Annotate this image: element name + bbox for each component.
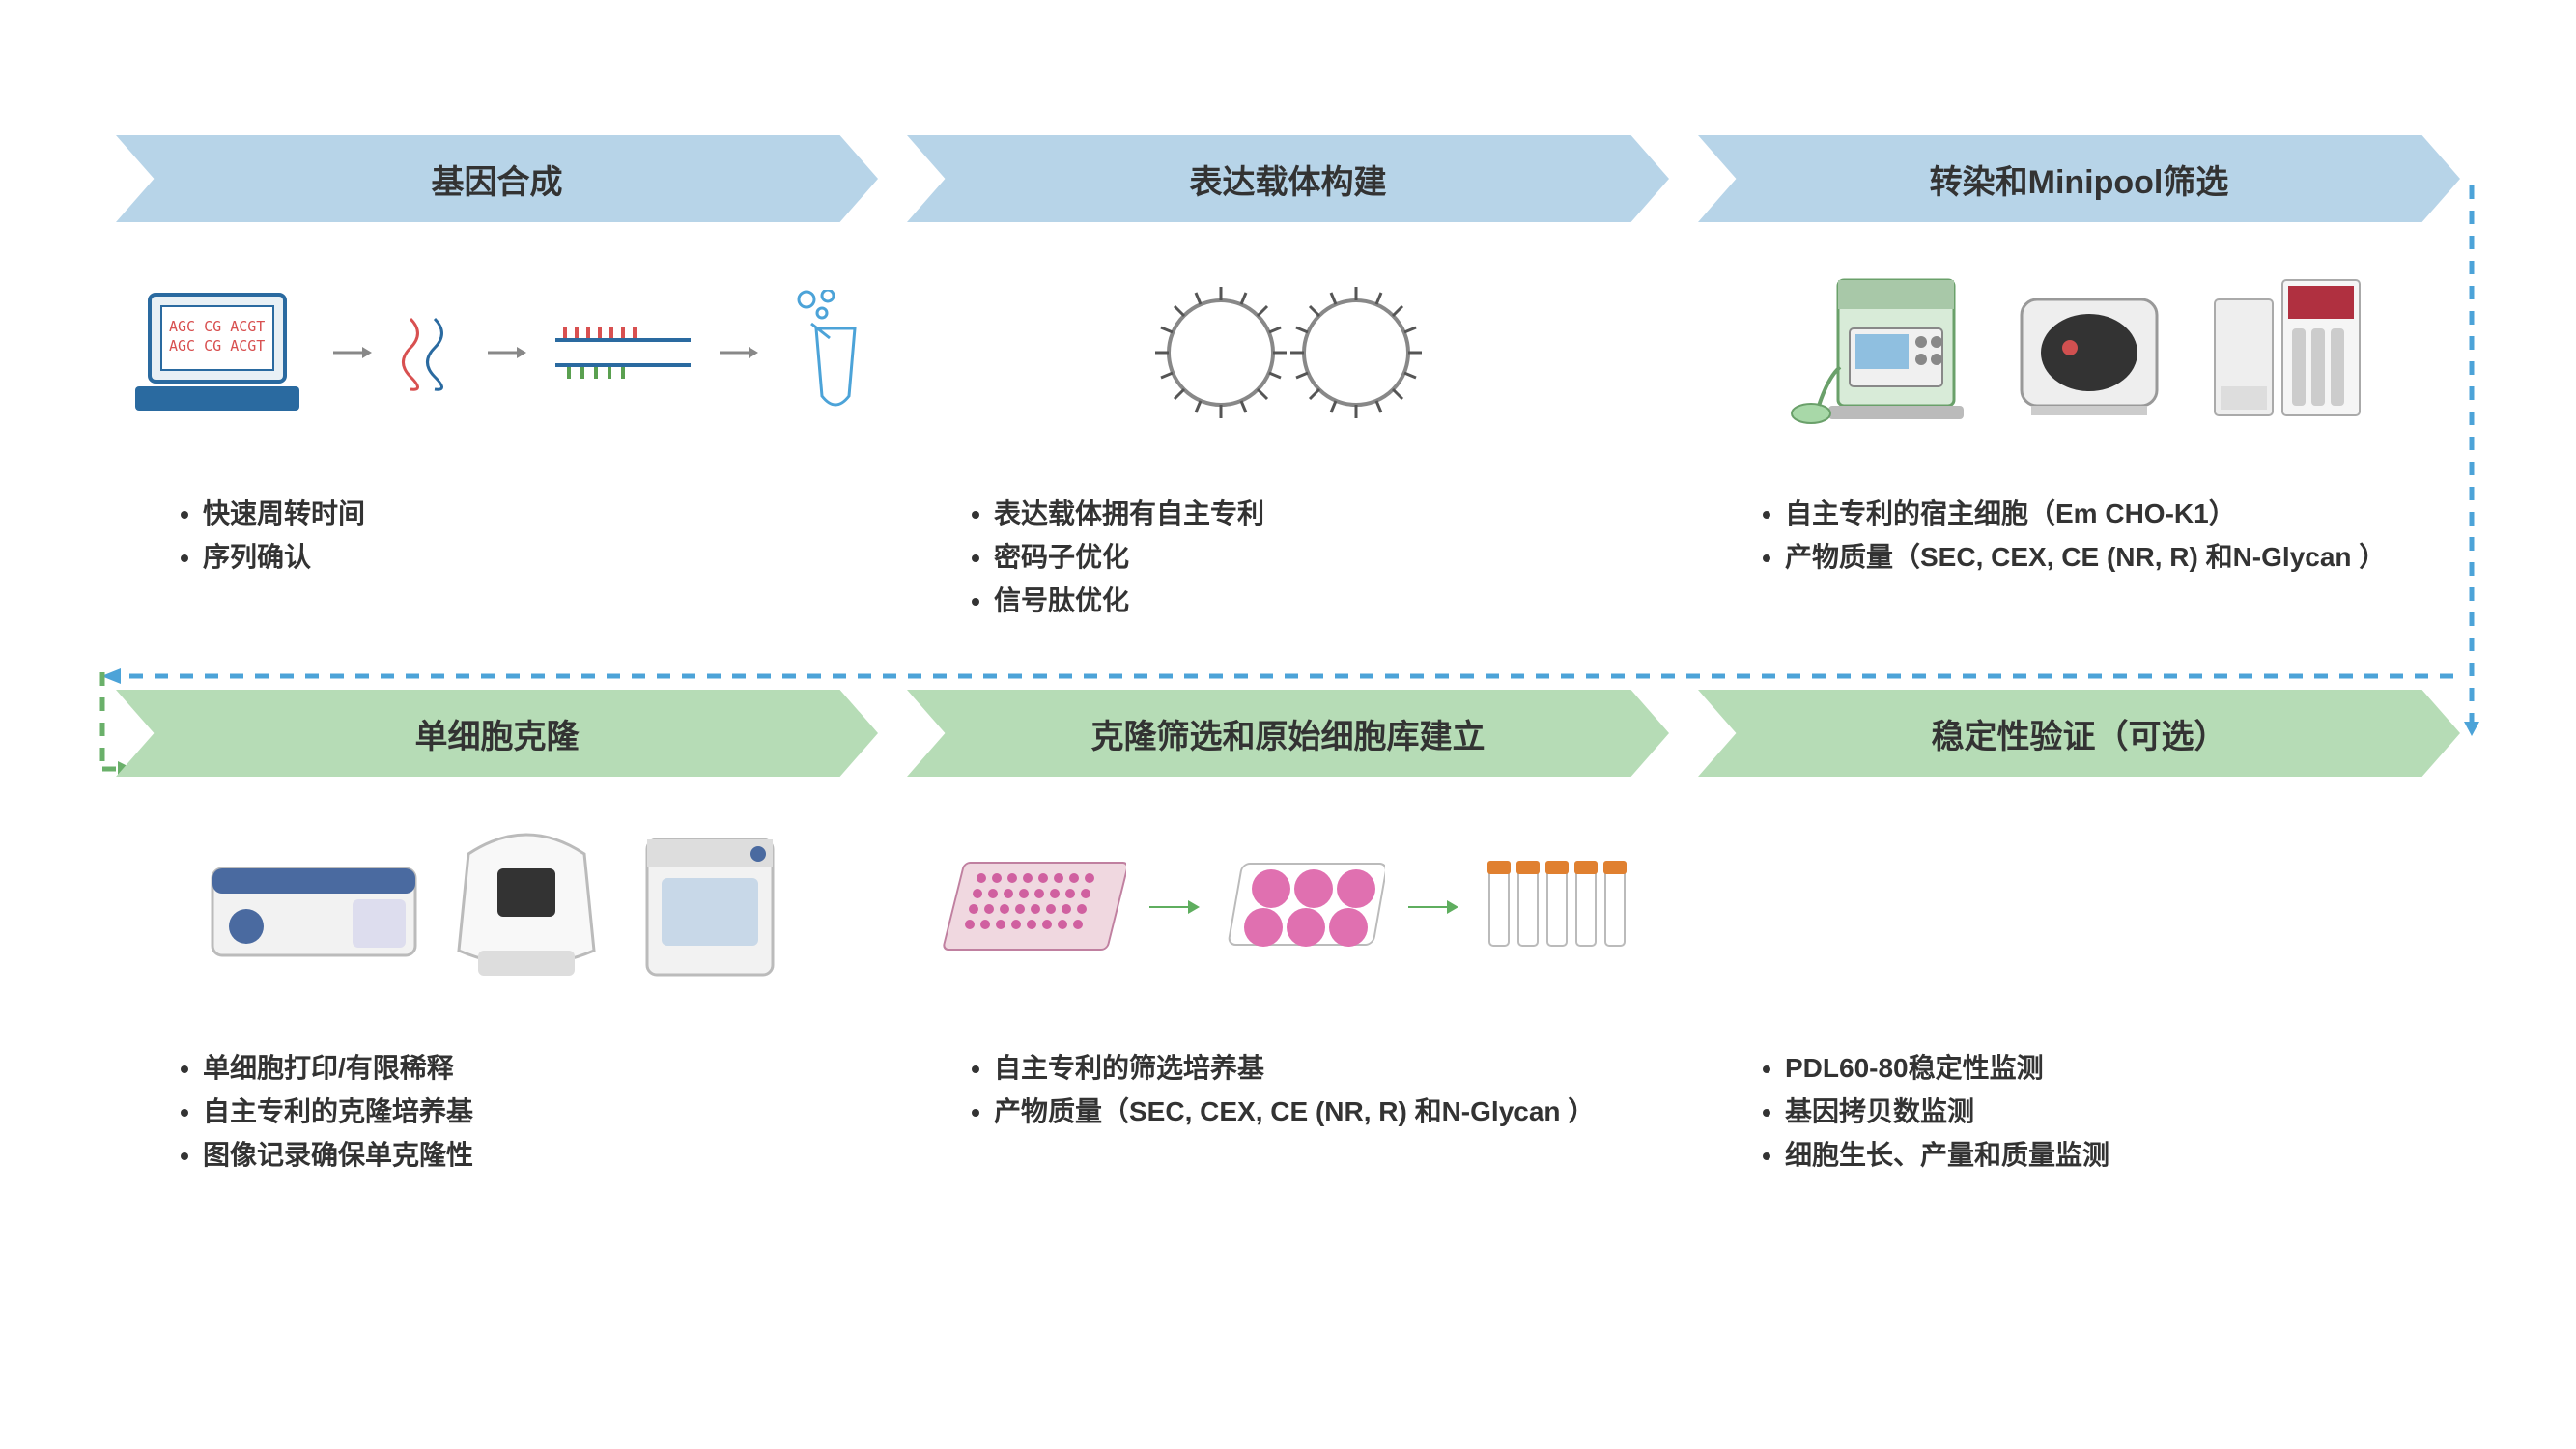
banner-title: 克隆筛选和原始细胞库建立: [1091, 710, 1486, 757]
bullet-item: 细胞生长、产量和质量监测: [1785, 1134, 2460, 1178]
well-plate-icon: [933, 849, 1126, 965]
bullet-item: 自主专利的宿主细胞（Em CHO-K1）: [1785, 493, 2460, 536]
bullet-item: 自主专利的克隆培养基: [203, 1091, 878, 1134]
illustration-s5: [907, 796, 1669, 1018]
bullet-item: 密码子优化: [994, 536, 1669, 580]
bullet-item: 表达载体拥有自主专利: [994, 493, 1669, 536]
bullet-item: 自主专利的筛选培养基: [994, 1047, 1669, 1091]
incubator-icon: [449, 825, 604, 989]
illustration-s6: [1698, 796, 2460, 1018]
bullet-item: 信号肽优化: [994, 580, 1669, 623]
banner-s1: 基因合成: [116, 135, 878, 222]
step-gene-synthesis: 基因合成 AGC CG ACGT AGC CG ACGT: [116, 135, 878, 622]
banner-title: 单细胞克隆: [415, 710, 580, 757]
gel-icon: [555, 309, 691, 396]
bullet-item: 产物质量（SEC, CEX, CE (NR, R) 和N-Glycan ）: [1785, 536, 2460, 580]
bioreactor-icon: [1790, 270, 1973, 435]
banner-title: 基因合成: [432, 156, 563, 203]
banner-title: 表达载体构建: [1190, 156, 1387, 203]
bullets-s2: 表达载体拥有自主专利 密码子优化 信号肽优化: [907, 493, 1669, 622]
illustration-s2: [907, 242, 1669, 464]
illustration-s4: [116, 796, 878, 1018]
connector-down: [2452, 185, 2491, 736]
step-stability: 稳定性验证（可选） PDL60-80稳定性监测 基因拷贝数监测 细胞生长、产量和…: [1698, 690, 2460, 1177]
bullet-item: 单细胞打印/有限稀释: [203, 1047, 878, 1091]
cryovials-icon: [1480, 849, 1644, 965]
analyzer-icon: [2012, 280, 2166, 425]
bullet-item: 快速周转时间: [203, 493, 878, 536]
row-1: 基因合成 AGC CG ACGT AGC CG ACGT: [116, 135, 2460, 622]
cell-printer-icon: [208, 839, 420, 975]
arrow-icon: [720, 343, 758, 362]
row-2: 单细胞克隆 单细胞打印/有限稀释 自主专利的克隆培养基: [116, 690, 2460, 1177]
banner-s6: 稳定性验证（可选）: [1698, 690, 2460, 777]
step-vector-construction: 表达载体构建: [907, 135, 1669, 622]
bullets-s6: PDL60-80稳定性监测 基因拷贝数监测 细胞生长、产量和质量监测: [1698, 1047, 2460, 1177]
banner-title: 转染和Minipool筛选: [1930, 156, 2229, 203]
mini-arrow-icon: [1408, 906, 1457, 908]
bullet-item: 图像记录确保单克隆性: [203, 1134, 878, 1178]
imager-icon: [633, 825, 787, 989]
bullet-item: 序列确认: [203, 536, 878, 580]
connector-left: [97, 667, 2453, 686]
mini-arrow-icon: [1149, 906, 1198, 908]
svg-text:AGC CG ACGT: AGC CG ACGT: [169, 318, 265, 335]
step-transfection: 转染和Minipool筛选: [1698, 135, 2460, 622]
illustration-s3: [1698, 242, 2460, 464]
bullets-s1: 快速周转时间 序列确认: [116, 493, 878, 580]
bullets-s5: 自主专利的筛选培养基 产物质量（SEC, CEX, CE (NR, R) 和N-…: [907, 1047, 1669, 1134]
illustration-s1: AGC CG ACGT AGC CG ACGT: [116, 242, 878, 464]
banner-s5: 克隆筛选和原始细胞库建立: [907, 690, 1669, 777]
svg-text:AGC CG ACGT: AGC CG ACGT: [169, 337, 265, 355]
bullet-item: 产物质量（SEC, CEX, CE (NR, R) 和N-Glycan ）: [994, 1091, 1669, 1134]
fplc-icon: [2205, 270, 2369, 435]
rna-squiggle-icon: [401, 314, 459, 391]
arrow-icon: [333, 343, 372, 362]
bullet-item: 基因拷贝数监测: [1785, 1091, 2460, 1134]
banner-s2: 表达载体构建: [907, 135, 1669, 222]
step-single-cell-clone: 单细胞克隆 单细胞打印/有限稀释 自主专利的克隆培养基: [116, 690, 878, 1177]
bullet-item: PDL60-80稳定性监测: [1785, 1047, 2460, 1091]
six-well-plate-icon: [1221, 854, 1385, 960]
bullets-s3: 自主专利的宿主细胞（Em CHO-K1） 产物质量（SEC, CEX, CE (…: [1698, 493, 2460, 580]
laptop-icon: AGC CG ACGT AGC CG ACGT: [130, 285, 304, 420]
step-clone-screening: 克隆筛选和原始细胞库建立: [907, 690, 1669, 1177]
bullets-s4: 单细胞打印/有限稀释 自主专利的克隆培养基 图像记录确保单克隆性: [116, 1047, 878, 1177]
banner-title: 稳定性验证（可选）: [1932, 710, 2227, 757]
arrow-icon: [488, 343, 526, 362]
tube-icon: [787, 290, 864, 415]
plasmids-icon: [1134, 266, 1443, 440]
banner-s3: 转染和Minipool筛选: [1698, 135, 2460, 222]
banner-s4: 单细胞克隆: [116, 690, 878, 777]
